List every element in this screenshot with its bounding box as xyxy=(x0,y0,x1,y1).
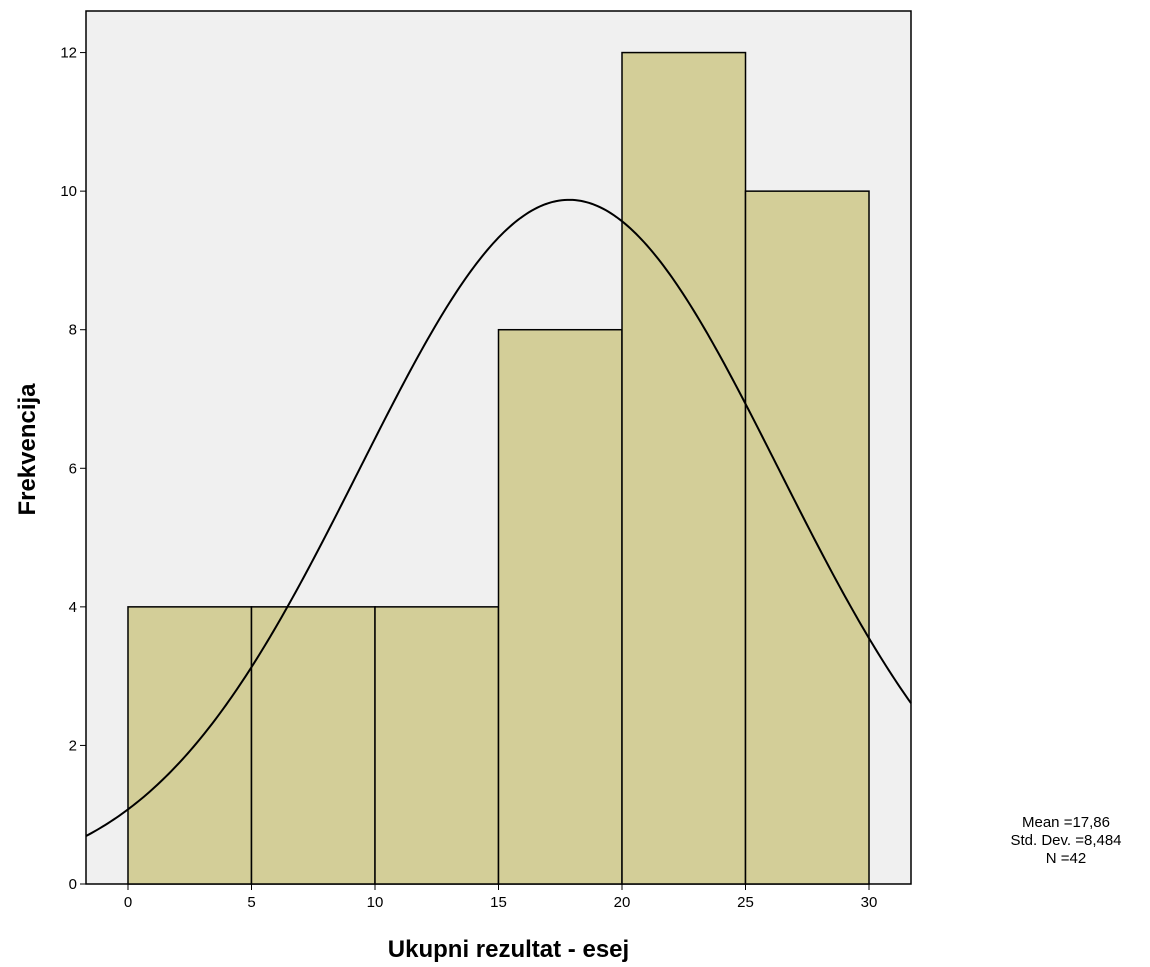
histogram-bar-2 xyxy=(374,606,500,885)
y-tick-label: 8 xyxy=(69,322,77,339)
x-tick-label: 30 xyxy=(861,894,878,911)
histogram-bar-5 xyxy=(744,190,870,885)
x-tick-label: 15 xyxy=(490,894,507,911)
x-tick-label: 5 xyxy=(247,894,255,911)
histogram-bar-4 xyxy=(621,51,747,885)
statistics-summary: Mean =17,86 Std. Dev. =8,484 N =42 xyxy=(1010,814,1121,867)
x-tick-label: 25 xyxy=(737,894,754,911)
stats-n: N =42 xyxy=(1046,850,1086,867)
y-tick-label: 4 xyxy=(69,599,77,616)
histogram-bar-0 xyxy=(127,606,253,885)
stats-std-dev: Std. Dev. =8,484 xyxy=(1010,832,1121,849)
y-tick-label: 0 xyxy=(69,876,77,893)
x-axis-title: Ukupni rezultat - esej xyxy=(388,936,629,963)
x-tick-label: 0 xyxy=(124,894,132,911)
y-tick-label: 2 xyxy=(69,737,77,754)
histogram-bar-1 xyxy=(250,606,376,885)
stats-mean: Mean =17,86 xyxy=(1022,814,1110,831)
y-axis-title: Frekvencija xyxy=(14,383,41,516)
x-tick-label: 20 xyxy=(614,894,631,911)
axes-layer: 0 5 10 15 20 25 30 0 2 4 6 8 10 12 xyxy=(60,45,877,911)
y-tick-label: 12 xyxy=(60,45,77,62)
normal-curve xyxy=(85,198,912,837)
x-tick-label: 10 xyxy=(367,894,384,911)
bars-layer xyxy=(127,51,870,885)
y-tick-label: 6 xyxy=(69,460,77,477)
histogram-bar-3 xyxy=(497,328,623,885)
y-tick-label: 10 xyxy=(60,183,77,200)
